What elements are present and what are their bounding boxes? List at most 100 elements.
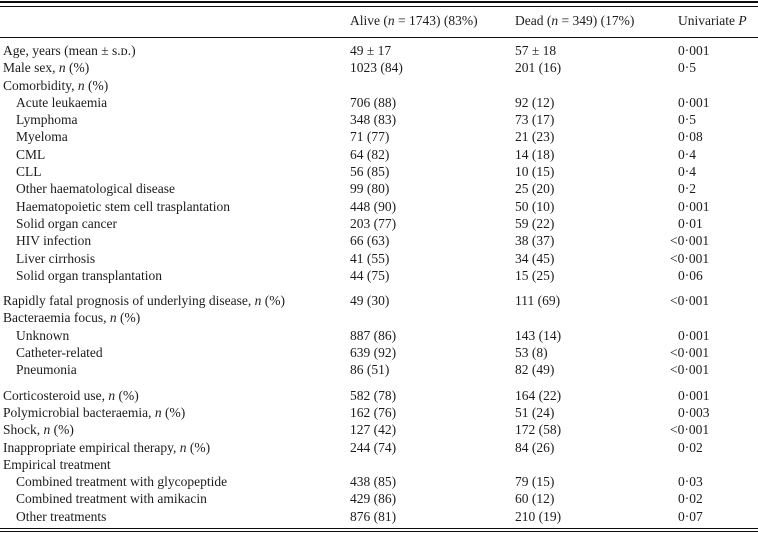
alive-value-cell: 639 (92)	[350, 345, 397, 361]
p-value-cell: <0·001	[670, 422, 710, 438]
dead-value-cell: 51 (24)	[515, 404, 555, 420]
dead-value-cell: 201 (16)	[515, 60, 562, 76]
alive-value-cell: 348 (83)	[350, 112, 397, 128]
column-header-dead: Dead (n = 349) (17%)	[513, 7, 668, 38]
p-value-cell: 0·03	[678, 474, 703, 490]
p-value-cell: 0·02	[678, 439, 703, 455]
p-value-cell: 0·4	[678, 146, 696, 162]
p-value-cell: 0·001	[678, 387, 710, 403]
p-value-cell: 0·01	[678, 215, 703, 231]
header-row: Alive (n = 1743) (83%) Dead (n = 349) (1…	[0, 7, 758, 38]
alive-value-cell: 49 ± 17	[350, 43, 392, 58]
alive-value-cell: 1023 (84)	[350, 60, 403, 76]
alive-value-cell: 203 (77)	[350, 215, 397, 231]
table-row: Lymphoma 348 (83) 73 (17) 0·5	[0, 111, 758, 128]
row-label-cell: Polymicrobial bacteraemia, n (%)	[3, 404, 186, 420]
p-value-cell: 0·5	[678, 60, 696, 76]
dead-value-cell: 15 (25)	[515, 267, 555, 283]
row-label-cell: Comorbidity, n (%)	[3, 77, 109, 93]
p-value-cell	[668, 309, 758, 326]
dead-value-cell: 21 (23)	[515, 129, 555, 145]
table-row: CLL 56 (85) 10 (15) 0·4	[0, 163, 758, 180]
univariate-analysis-table: Alive (n = 1743) (83%) Dead (n = 349) (1…	[0, 7, 758, 525]
bottom-double-rule	[0, 528, 758, 533]
alive-value-cell: 99 (80)	[350, 181, 390, 197]
dead-value-cell: 57 ± 18	[515, 43, 557, 58]
alive-value-cell: 66 (63)	[350, 233, 390, 249]
dead-value-cell	[513, 456, 668, 473]
row-label-cell: Other treatments	[16, 508, 107, 524]
alive-value-cell: 244 (74)	[350, 439, 397, 455]
dead-value-cell: 82 (49)	[515, 362, 555, 378]
table-row: CML 64 (82) 14 (18) 0·4	[0, 146, 758, 163]
row-label-cell: Pneumonia	[16, 362, 77, 378]
row-label-cell: Other haematological disease	[16, 181, 175, 197]
p-value-cell: 0·4	[678, 164, 696, 180]
dead-value-cell: 50 (10)	[515, 198, 555, 214]
table-row: Catheter-related 639 (92) 53 (8) <0·001	[0, 344, 758, 361]
row-label-cell: Liver cirrhosis	[16, 250, 96, 266]
dead-value-cell	[513, 309, 668, 326]
alive-value-cell: 86 (51)	[350, 362, 390, 378]
table-row: Myeloma 71 (77) 21 (23) 0·08	[0, 128, 758, 145]
table-row: Unknown 887 (86) 143 (14) 0·001	[0, 327, 758, 344]
p-value-cell: <0·001	[670, 233, 710, 249]
p-value-cell: 0·08	[678, 129, 703, 145]
column-header-variable	[0, 7, 348, 38]
table-row: HIV infection 66 (63) 38 (37) <0·001	[0, 232, 758, 249]
p-value-cell: 0·001	[678, 94, 710, 110]
table-row: Age, years (mean ± s.ᴅ.) 49 ± 17 57 ± 18 0·…	[0, 38, 758, 60]
p-value-cell: <0·001	[670, 362, 710, 378]
row-label-cell: Solid organ cancer	[16, 215, 117, 231]
dead-value-cell: 59 (22)	[515, 215, 555, 231]
table-row: Polymicrobial bacteraemia, n (%) 162 (76)…	[0, 404, 758, 421]
alive-value-cell: 127 (42)	[350, 422, 397, 438]
dead-value-cell: 84 (26)	[515, 439, 555, 455]
p-value-cell: 0·001	[678, 198, 710, 214]
table-row: Haematopoietic stem cell trasplantation 4…	[0, 198, 758, 215]
row-label-cell: Myeloma	[16, 129, 68, 145]
alive-value-cell: 49 (30)	[350, 293, 390, 309]
dead-value-cell: 60 (12)	[515, 491, 555, 507]
dead-value-cell: 14 (18)	[515, 146, 555, 162]
alive-value-cell: 64 (82)	[350, 146, 390, 162]
row-label-cell: Catheter-related	[16, 345, 103, 361]
dead-value-cell: 164 (22)	[515, 387, 562, 403]
p-value-cell: <0·001	[670, 293, 710, 309]
dead-value-cell: 10 (15)	[515, 164, 555, 180]
table-row: Male sex, n (%) 1023 (84) 201 (16) 0·5	[0, 59, 758, 76]
column-header-alive: Alive (n = 1743) (83%)	[348, 7, 513, 38]
dead-value-cell	[513, 77, 668, 94]
row-label-cell: Lymphoma	[16, 112, 78, 128]
row-label-cell: HIV infection	[16, 233, 92, 249]
row-label-cell: CLL	[16, 164, 42, 180]
dead-value-cell: 79 (15)	[515, 474, 555, 490]
alive-value-cell	[348, 77, 513, 94]
table-row: Corticosteroid use, n (%) 582 (78) 164 (22…	[0, 379, 758, 404]
alive-value-cell: 706 (88)	[350, 94, 397, 110]
dead-value-cell: 210 (19)	[515, 508, 562, 524]
dead-value-cell: 25 (20)	[515, 181, 555, 197]
table-row: Combined treatment with amikacin 429 (86)…	[0, 490, 758, 507]
table-row: Combined treatment with glycopeptide 438 …	[0, 473, 758, 490]
alive-value-cell: 162 (76)	[350, 404, 397, 420]
table-row: Rapidly fatal prognosis of underlying di…	[0, 284, 758, 309]
table-row: Comorbidity, n (%)	[0, 77, 758, 94]
alive-value-cell: 887 (86)	[350, 327, 397, 343]
table-row: Bacteraemia focus, n (%)	[0, 309, 758, 326]
top-double-rule	[0, 1, 758, 7]
table-row: Solid organ cancer 203 (77) 59 (22) 0·01	[0, 215, 758, 232]
p-value-cell: 0·2	[678, 181, 696, 197]
dead-value-cell: 172 (58)	[515, 422, 562, 438]
p-value-cell: 0·07	[678, 508, 703, 524]
column-header-univariate-p: Univariate P	[668, 7, 758, 38]
alive-value-cell: 44 (75)	[350, 267, 390, 283]
p-value-cell: 0·001	[678, 327, 710, 343]
p-value-cell: 0·003	[678, 404, 710, 420]
alive-value-cell: 438 (85)	[350, 474, 397, 490]
row-label-cell: Bacteraemia focus, n (%)	[3, 310, 141, 326]
table-row: Inappropriate empirical therapy, n (%) 24…	[0, 439, 758, 456]
alive-value-cell: 56 (85)	[350, 164, 390, 180]
row-label-cell: Male sex, n (%)	[3, 60, 90, 76]
